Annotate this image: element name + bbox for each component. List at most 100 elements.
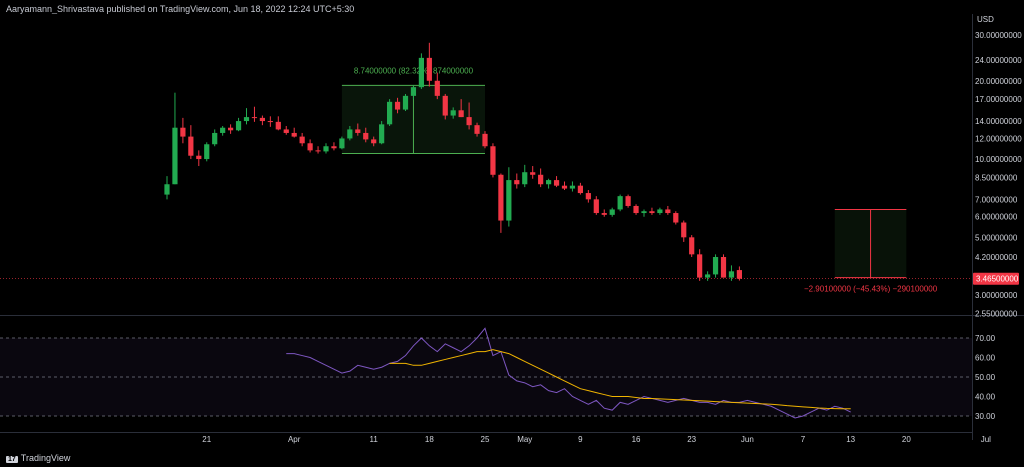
candle-body [569, 185, 576, 189]
legend-symbol: APE/USD, 1D, COINBASE [8, 17, 104, 26]
candle-body [172, 127, 178, 185]
x-tick-label: Jul [981, 435, 991, 444]
candle-body [657, 209, 663, 214]
candle-body [458, 110, 464, 118]
price-tag-label: 3.46500000 [976, 275, 1019, 284]
candle-body [546, 180, 552, 185]
candle-body [498, 174, 504, 221]
candle-body [474, 125, 480, 134]
candle-body [712, 257, 719, 275]
symbol-legend: APE/USD, 1D, COINBASE O3.74100000 H3.863… [8, 17, 418, 26]
x-tick-label: 25 [481, 435, 490, 444]
candle-body [689, 237, 695, 255]
rsi-legend-sma-value: 33.70 [139, 320, 160, 329]
candle-body [355, 129, 361, 133]
rsi-y-tick-label: 60.00 [975, 354, 996, 363]
candle-body [434, 80, 440, 96]
rsi-legend: RSI (14, close, SMA, 14, 2) 32.46 33.70 … [8, 320, 172, 329]
candle-body [220, 127, 226, 133]
candle-body [553, 180, 560, 186]
y-tick-label: 20.00000000 [975, 77, 1022, 86]
candle-body [196, 155, 202, 160]
price-tag-bg [973, 272, 1019, 285]
candle-body [267, 121, 273, 123]
candle-body [641, 211, 647, 214]
candle-body [235, 121, 242, 131]
candle-body [609, 209, 615, 215]
publisher-line: Aaryamann_Shrivastava published on Tradi… [6, 4, 355, 14]
candle-body [633, 205, 639, 214]
candle-body [673, 213, 679, 223]
rsi-band [0, 338, 972, 416]
y-tick-label: 7.00000000 [975, 195, 1018, 204]
candle-body [315, 150, 321, 152]
candle-body [379, 124, 385, 144]
x-tick-label: 16 [632, 435, 641, 444]
candle-body [259, 117, 265, 122]
y-tick-label: 3.00000000 [975, 291, 1018, 300]
y-tick-label: 6.00000000 [975, 213, 1018, 222]
candle-body [204, 144, 210, 160]
candle-body [402, 95, 409, 110]
measure-down-box [834, 209, 907, 278]
measure-down-label: −2.90100000 (−45.43%) −290100000 [804, 285, 938, 294]
candle-body [371, 139, 377, 144]
candle-body [728, 271, 735, 278]
candle-body [394, 101, 401, 110]
candle-body [387, 101, 393, 125]
rsi-pane [0, 317, 972, 430]
candle-body [180, 127, 186, 137]
rsi-hide-icon[interactable]: ⊘ [165, 320, 173, 329]
x-tick-label: May [517, 435, 532, 444]
candle-body [538, 174, 544, 185]
y-tick-label: 17.00000000 [975, 95, 1022, 104]
candle-body [561, 185, 568, 189]
candle-body [331, 146, 337, 149]
x-tick-label: Apr [288, 435, 301, 444]
candle-body [593, 199, 599, 214]
candle-body [323, 146, 329, 152]
x-tick-label: Jun [741, 435, 754, 444]
x-tick-label: 13 [846, 435, 855, 444]
candle-body [442, 95, 448, 116]
candle-body [617, 196, 623, 210]
candle-body [275, 121, 281, 130]
candle-body [426, 57, 432, 81]
y-tick-label: 5.00000000 [975, 233, 1018, 242]
y-tick-label: 14.00000000 [975, 117, 1022, 126]
candle-body [307, 143, 313, 151]
candle-body [530, 172, 536, 175]
candle-body [363, 132, 369, 140]
candle-body [450, 110, 456, 116]
candle-body [601, 213, 607, 215]
y-tick-label: 30.00000000 [975, 31, 1022, 40]
legend-low-value: 3.40900000 [229, 17, 272, 26]
candle-body [251, 117, 258, 119]
y-tick-label: 4.20000000 [975, 253, 1018, 262]
candle-body [490, 146, 496, 175]
candle-body [347, 129, 353, 139]
candle-body [188, 136, 194, 156]
measure-up-label: 8.74000000 (82.32%) 874000000 [354, 66, 474, 75]
candle-body [665, 209, 671, 214]
legend-high-label: H [167, 17, 174, 26]
candle-body [649, 211, 655, 214]
rsi-y-tick-label: 40.00 [975, 393, 996, 402]
x-tick-label: 20 [902, 435, 911, 444]
candle-body [522, 172, 528, 185]
candle-body [228, 127, 234, 131]
x-tick-label: 7 [801, 435, 806, 444]
legend-open-value: 3.74100000 [118, 17, 161, 26]
candle-body [697, 254, 703, 278]
y-tick-label: 10.00000000 [975, 155, 1022, 164]
candle-body [736, 270, 742, 279]
candle-body [514, 180, 520, 185]
rsi-legend-value: 32.46 [113, 320, 134, 329]
x-tick-label: 11 [370, 435, 379, 444]
rsi-y-tick-label: 70.00 [975, 334, 996, 343]
candle-body [291, 132, 297, 137]
candle-body [577, 185, 583, 194]
rsi-line [286, 327, 851, 419]
candle-body [410, 87, 417, 96]
